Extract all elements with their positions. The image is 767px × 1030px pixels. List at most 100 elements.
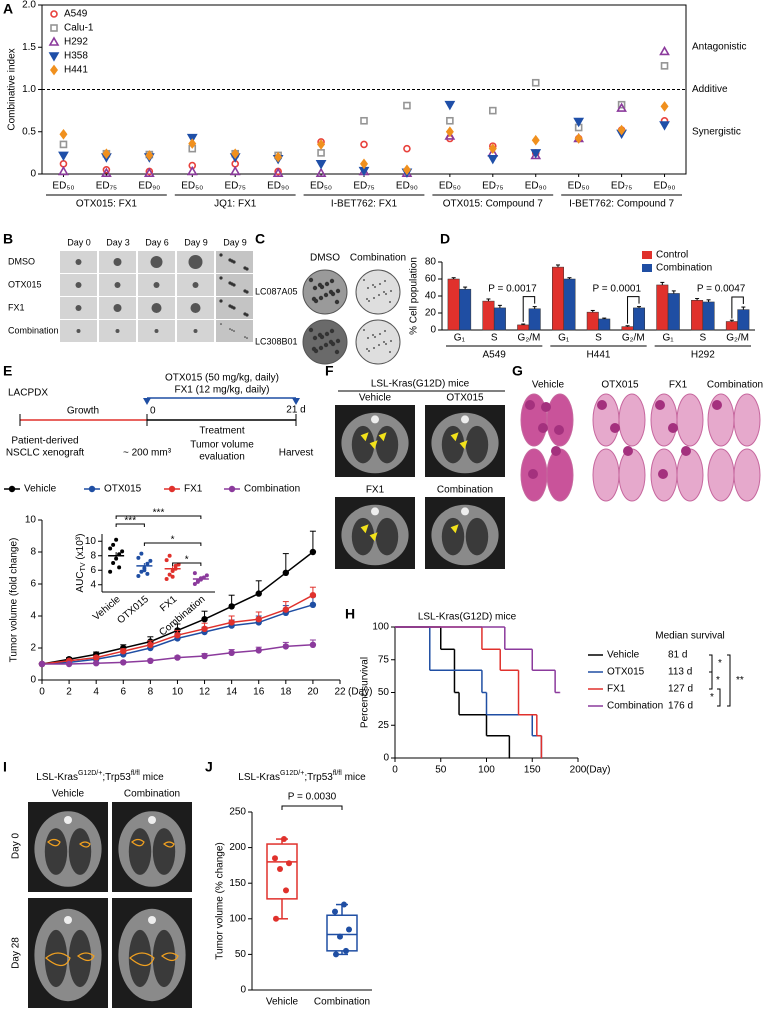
y-tick-label: 80 [425,257,437,268]
point [92,654,100,661]
column-label: DMSO [310,253,340,264]
x-tick-label: 14 [226,687,238,698]
lung [152,828,176,875]
day-label: 0 [150,406,156,417]
y-tick-label: 0 [240,985,246,996]
colony [318,345,324,351]
lung [351,517,375,556]
legend-marker [50,24,58,32]
point [530,149,542,159]
plate [355,319,401,365]
text-part: LSL-Kras [36,772,78,783]
text-part: ;Trp53 [304,772,333,783]
lung [44,828,68,875]
colony-dot [231,329,233,331]
x-tick-label: S [491,333,498,344]
panel-label: A [3,1,13,17]
colony [329,328,335,334]
y-tick-label: 0 [383,753,389,764]
x-tick-label: 12 [199,687,211,698]
bar [528,308,541,331]
significance: * [718,658,722,669]
spheroid [154,329,159,333]
colony [390,290,392,292]
y-tick-label: 0 [30,169,36,180]
y-tick-label: 75 [378,654,390,665]
colony [378,294,380,296]
evaluation-label: evaluation [199,452,245,463]
point [281,836,287,843]
colony [329,278,335,284]
point [192,571,197,576]
x-tick-label: ED₉₀ [654,181,676,192]
point [174,632,181,639]
colony [385,343,387,345]
spheroid [192,282,199,288]
y-tick-label: 250 [229,807,246,818]
p-value: P = 0.0001 [593,283,642,294]
colony [389,351,391,353]
spheroid [153,282,160,288]
arrow [369,440,378,450]
point [173,563,178,568]
p-value: P = 0.0047 [697,284,746,295]
colony [311,296,317,302]
colony [383,291,385,293]
x-tick-label: G₁ [454,333,466,344]
p-value: P = 0.0030 [288,792,337,803]
colony [390,340,392,342]
point [255,616,262,623]
x-tick-label: 50 [435,765,447,776]
y-tick-label: 6 [90,565,96,576]
tumor-nodule [551,446,561,456]
x-tick-label: ED₇₅ [611,181,632,192]
point [315,160,327,170]
colony [312,335,318,341]
bar [667,293,680,331]
p-value: P = 0.0017 [488,283,537,294]
point [164,558,169,563]
bracket [709,671,713,690]
point [188,138,197,149]
x-tick-label: ED₅₀ [52,181,74,192]
spheroid [75,259,82,265]
point [487,154,499,165]
legend-marker [8,485,16,493]
point [573,117,585,128]
point [444,100,456,111]
tumor-nodule [668,423,678,433]
spine [461,415,469,424]
column-label: Day 6 [145,237,169,247]
x-tick-label: 16 [253,687,265,698]
legend-label: H292 [64,37,88,48]
lung [375,517,399,556]
tumor-nodule [655,400,665,410]
image-label: OTX015 [601,380,639,391]
colony [334,349,340,355]
colony-dot [243,312,247,316]
tumor-nodule [597,400,607,410]
y-tick-label: 8 [30,547,36,558]
colony-dot [243,289,247,293]
chart-title: LSL-Kras(G12D) mice [418,612,517,623]
lung-lobe [707,393,735,447]
colony [328,289,334,295]
y-tick-label: 1.0 [22,84,36,95]
significance: * [171,535,175,546]
lung-lobe [676,393,704,447]
point [186,133,198,144]
point [38,660,46,668]
spheroid [75,282,82,288]
lung-lobe [592,448,620,502]
point [282,606,290,613]
point [147,641,154,648]
point [147,657,154,664]
point [309,601,317,608]
bracket [709,654,713,673]
y-tick-label: 100 [229,913,246,924]
point [102,165,111,174]
point [660,101,669,112]
arrow [378,432,387,442]
plate [302,319,348,365]
colony-dot [219,299,223,303]
